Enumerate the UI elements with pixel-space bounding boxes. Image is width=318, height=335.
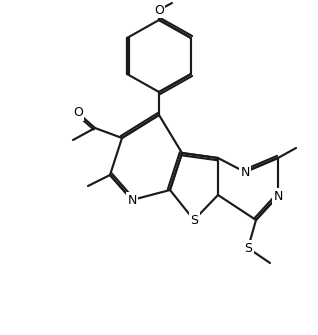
Text: O: O <box>73 107 83 120</box>
Text: S: S <box>190 213 198 226</box>
Text: O: O <box>154 3 164 16</box>
Text: N: N <box>273 190 283 202</box>
Text: N: N <box>240 165 250 179</box>
Text: N: N <box>127 194 137 206</box>
Text: S: S <box>244 242 252 255</box>
